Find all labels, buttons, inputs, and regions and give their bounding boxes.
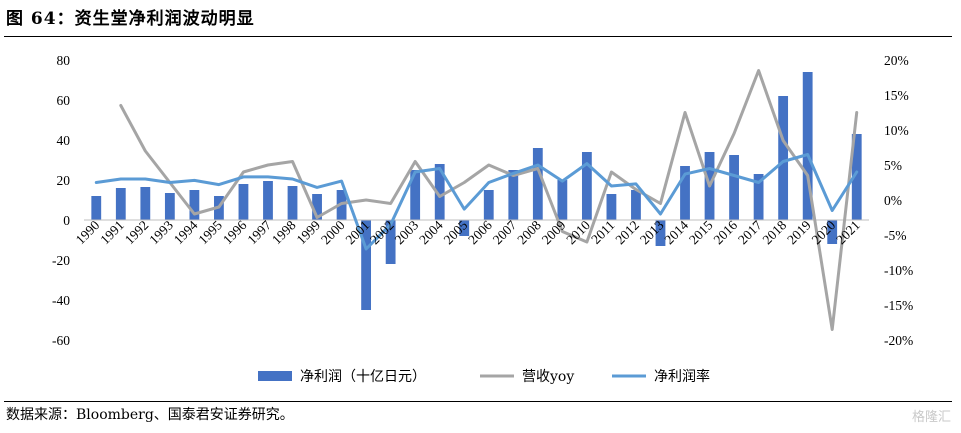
right-axis-tick-label: 5% bbox=[884, 158, 902, 173]
legend-label: 净利润（十亿日元） bbox=[300, 369, 426, 385]
bar-1992 bbox=[140, 187, 151, 220]
left-axis-tick-label: -40 bbox=[52, 293, 70, 308]
x-axis-tick-label: 2017 bbox=[735, 217, 765, 247]
legend-label: 营收yoy bbox=[522, 369, 574, 385]
x-axis-tick-label: 1998 bbox=[269, 217, 299, 247]
bar-2020 bbox=[827, 220, 838, 244]
bar-2003 bbox=[410, 170, 421, 220]
x-axis-tick-label: 2018 bbox=[760, 217, 790, 247]
x-axis-tick-label: 2007 bbox=[490, 217, 520, 247]
bar-2011 bbox=[606, 194, 617, 220]
source-note: 数据来源：Bloomberg、国泰君安证券研究。 bbox=[6, 407, 294, 423]
right-axis-tick-label: 15% bbox=[884, 88, 909, 103]
right-axis-tick-label: 10% bbox=[884, 123, 909, 138]
right-axis-tick-label: -15% bbox=[884, 298, 913, 313]
left-axis-tick-label: -20 bbox=[52, 253, 70, 268]
x-axis-tick-label: 2016 bbox=[711, 217, 741, 247]
watermark: 格隆汇 bbox=[911, 410, 951, 425]
x-axis-tick-label: 2006 bbox=[465, 217, 495, 247]
x-axis-tick-label: 2003 bbox=[392, 217, 422, 247]
bar-1994 bbox=[189, 190, 200, 220]
right-axis-tick-label: -20% bbox=[884, 333, 913, 348]
x-axis-tick-label: 1991 bbox=[97, 218, 127, 248]
bar-2002 bbox=[385, 220, 396, 264]
right-axis-ticks: -20% -15% -10% -5% 0% 5% 10% 15% 20% bbox=[884, 53, 913, 348]
x-axis-tick-label: 1999 bbox=[293, 217, 323, 247]
x-axis-tick-label: 2021 bbox=[833, 218, 863, 248]
bar-2007 bbox=[508, 170, 519, 220]
bar-series-net-profit bbox=[91, 72, 862, 310]
legend-swatch-bar bbox=[258, 371, 292, 381]
right-axis-tick-label: -5% bbox=[884, 228, 907, 243]
x-axis-tick-label: 2012 bbox=[612, 218, 642, 248]
right-axis-tick-label: 20% bbox=[884, 53, 909, 68]
x-axis-tick-label: 1995 bbox=[195, 217, 225, 247]
bar-2001 bbox=[361, 220, 372, 310]
x-axis-tick-label: 2019 bbox=[784, 217, 814, 247]
left-axis-tick-label: 0 bbox=[63, 213, 70, 228]
x-axis-tick-label: 2004 bbox=[416, 217, 446, 247]
bar-2006 bbox=[483, 190, 494, 220]
bar-1998 bbox=[287, 186, 298, 220]
net-margin-line bbox=[94, 153, 859, 251]
bar-2021 bbox=[851, 134, 862, 220]
x-axis-tick-label: 1992 bbox=[122, 218, 152, 248]
footer-divider bbox=[4, 401, 952, 402]
bar-2013 bbox=[655, 220, 666, 246]
bar-2014 bbox=[680, 166, 690, 220]
x-axis-tick-label: 2014 bbox=[661, 217, 691, 247]
x-axis-tick-label: 1997 bbox=[244, 217, 274, 247]
bar-2004 bbox=[434, 164, 445, 220]
x-axis-tick-label: 2008 bbox=[514, 217, 544, 247]
bar-2009 bbox=[557, 180, 568, 220]
title-divider bbox=[4, 36, 952, 37]
left-axis-tick-label: 80 bbox=[57, 53, 71, 68]
right-axis-tick-label: 0% bbox=[884, 193, 902, 208]
bar-2012 bbox=[631, 190, 641, 220]
x-axis-tick-label: 1994 bbox=[171, 217, 201, 247]
left-axis-tick-label: 60 bbox=[57, 93, 71, 108]
bar-2010 bbox=[581, 152, 592, 220]
bar-1990 bbox=[91, 196, 102, 220]
left-axis-tick-label: 40 bbox=[57, 133, 71, 148]
left-axis-tick-label: 20 bbox=[57, 173, 71, 188]
bar-1991 bbox=[115, 188, 126, 220]
bar-1996 bbox=[238, 184, 249, 220]
x-axis-tick-label: 2009 bbox=[539, 217, 569, 247]
bar-2017 bbox=[753, 174, 764, 220]
legend-label: 净利润率 bbox=[654, 368, 710, 385]
x-axis-tick-label: 2000 bbox=[318, 217, 348, 247]
left-axis-tick-label: -60 bbox=[52, 333, 70, 348]
x-axis-tick-label: 2015 bbox=[686, 217, 716, 247]
bar-2018 bbox=[778, 96, 789, 220]
x-axis-tick-label: 2010 bbox=[563, 217, 593, 247]
left-axis-ticks: -60 -40 -20 0 20 40 60 80 bbox=[52, 53, 70, 348]
bar-2008 bbox=[532, 148, 543, 220]
x-axis-tick-label: 1996 bbox=[220, 217, 250, 247]
net-profit-chart: -60 -40 -20 0 20 40 60 80 -20% -15% -10% -5% 0% 5% 10… bbox=[52, 53, 913, 385]
legend: 净利润（十亿日元） 营收yoy 净利润率 bbox=[258, 368, 710, 385]
bar-1999 bbox=[312, 194, 322, 220]
bar-1993 bbox=[164, 193, 175, 220]
x-axis-tick-label: 1993 bbox=[146, 217, 176, 247]
line-series-group bbox=[94, 69, 859, 331]
bar-1997 bbox=[263, 181, 273, 220]
bar-2019 bbox=[802, 72, 813, 220]
x-axis-tick-label: 1990 bbox=[73, 217, 103, 247]
bar-2016 bbox=[729, 155, 739, 220]
page-title: 图 64：资生堂净利润波动明显 bbox=[6, 9, 255, 29]
bar-2005 bbox=[459, 220, 470, 236]
right-axis-tick-label: -10% bbox=[884, 263, 913, 278]
